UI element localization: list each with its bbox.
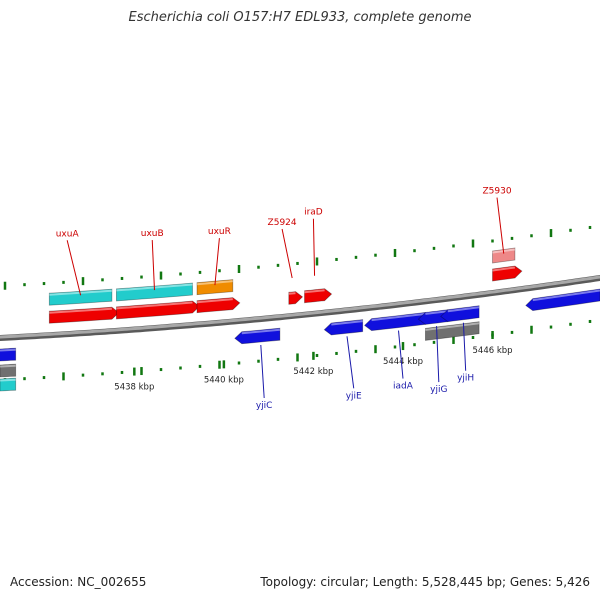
gene-highlight <box>304 289 325 294</box>
label-leader-line <box>312 218 316 276</box>
label-leader-line <box>346 336 355 389</box>
gene-highlight <box>492 266 516 272</box>
gene-highlight <box>196 298 233 304</box>
genome-title: Escherichia coli O157:H7 EDL933, complet… <box>128 10 472 25</box>
gene-highlight <box>331 320 363 326</box>
gene-highlight <box>425 322 480 331</box>
backbone-shadow <box>0 274 600 342</box>
gene-label: yjiC <box>256 401 273 411</box>
gene-feature <box>0 363 17 378</box>
gene-highlight <box>49 307 112 314</box>
gene-feature <box>363 311 426 332</box>
scale-tick-label: 5442 kbp <box>293 367 333 377</box>
gene-feature <box>0 347 17 362</box>
label-leader-line <box>398 330 404 379</box>
gene-label: iraD <box>304 208 323 218</box>
gene-highlight <box>0 364 16 368</box>
gene-feature <box>492 265 523 282</box>
gene-label: uxuB <box>141 229 164 239</box>
gene-label: Z5930 <box>482 187 511 197</box>
gene-highlight <box>447 306 480 313</box>
gene-highlight <box>288 292 296 295</box>
gene-label: iadA <box>393 382 414 392</box>
gene-feature <box>116 282 193 302</box>
backbone-line <box>0 275 600 339</box>
label-leader-line <box>214 238 220 286</box>
label-leader-line <box>151 240 155 291</box>
genome-summary-text: Topology: circular; Length: 5,528,445 bp… <box>260 575 590 589</box>
gene-feature <box>116 300 201 320</box>
gene-feature <box>0 377 17 392</box>
label-leader-line <box>462 322 467 371</box>
gene-feature <box>304 288 333 304</box>
gene-label: uxuR <box>208 227 231 237</box>
gene-feature <box>440 305 480 323</box>
gene-label: Z5924 <box>268 218 297 228</box>
gene-highlight <box>0 378 16 382</box>
gene-feature <box>48 306 120 324</box>
scale-tick-label: 5444 kbp <box>383 357 423 367</box>
gene-label: yjiG <box>430 385 447 395</box>
backbone-layer <box>0 274 600 342</box>
label-leader-line <box>260 344 265 399</box>
gene-feature <box>196 279 234 296</box>
feature-layer <box>0 247 600 392</box>
accession-text: Accession: NC_002655 <box>10 575 147 589</box>
gene-feature <box>525 288 600 312</box>
label-layer: uxuA uxuB uxuR Z5924 iraD Z5930 yjiC yjiE iadA yj… <box>56 187 512 411</box>
gene-feature <box>234 327 281 345</box>
gene-highlight <box>425 310 448 315</box>
gene-highlight <box>0 348 16 352</box>
scale-layer: 5438 kbp 5440 kbp 5442 kbp 5444 kbp 5446 kbp <box>114 330 513 393</box>
scale-tick-label: 5440 kbp <box>204 375 244 385</box>
gene-highlight <box>371 312 426 322</box>
scale-tick-label: 5438 kbp <box>114 383 154 393</box>
gene-label: yjiH <box>457 374 474 384</box>
gene-highlight <box>49 289 112 296</box>
gene-feature <box>288 291 304 305</box>
gene-highlight <box>241 328 280 335</box>
gene-feature <box>196 297 241 314</box>
scale-tick-label: 5446 kbp <box>473 346 513 356</box>
label-leader-line <box>281 228 293 279</box>
gene-feature <box>492 247 516 264</box>
label-leader-line <box>66 240 82 296</box>
gc-skew-ticks <box>3 225 592 382</box>
gene-label: uxuA <box>56 229 80 239</box>
gene-feature <box>323 319 364 336</box>
label-leader-line <box>496 197 505 254</box>
gene-highlight <box>116 301 193 310</box>
gene-highlight <box>532 289 600 302</box>
gene-feature <box>48 288 113 306</box>
gene-label: yjiE <box>346 391 362 401</box>
label-leader-line <box>436 326 440 383</box>
gene-feature <box>417 309 449 325</box>
